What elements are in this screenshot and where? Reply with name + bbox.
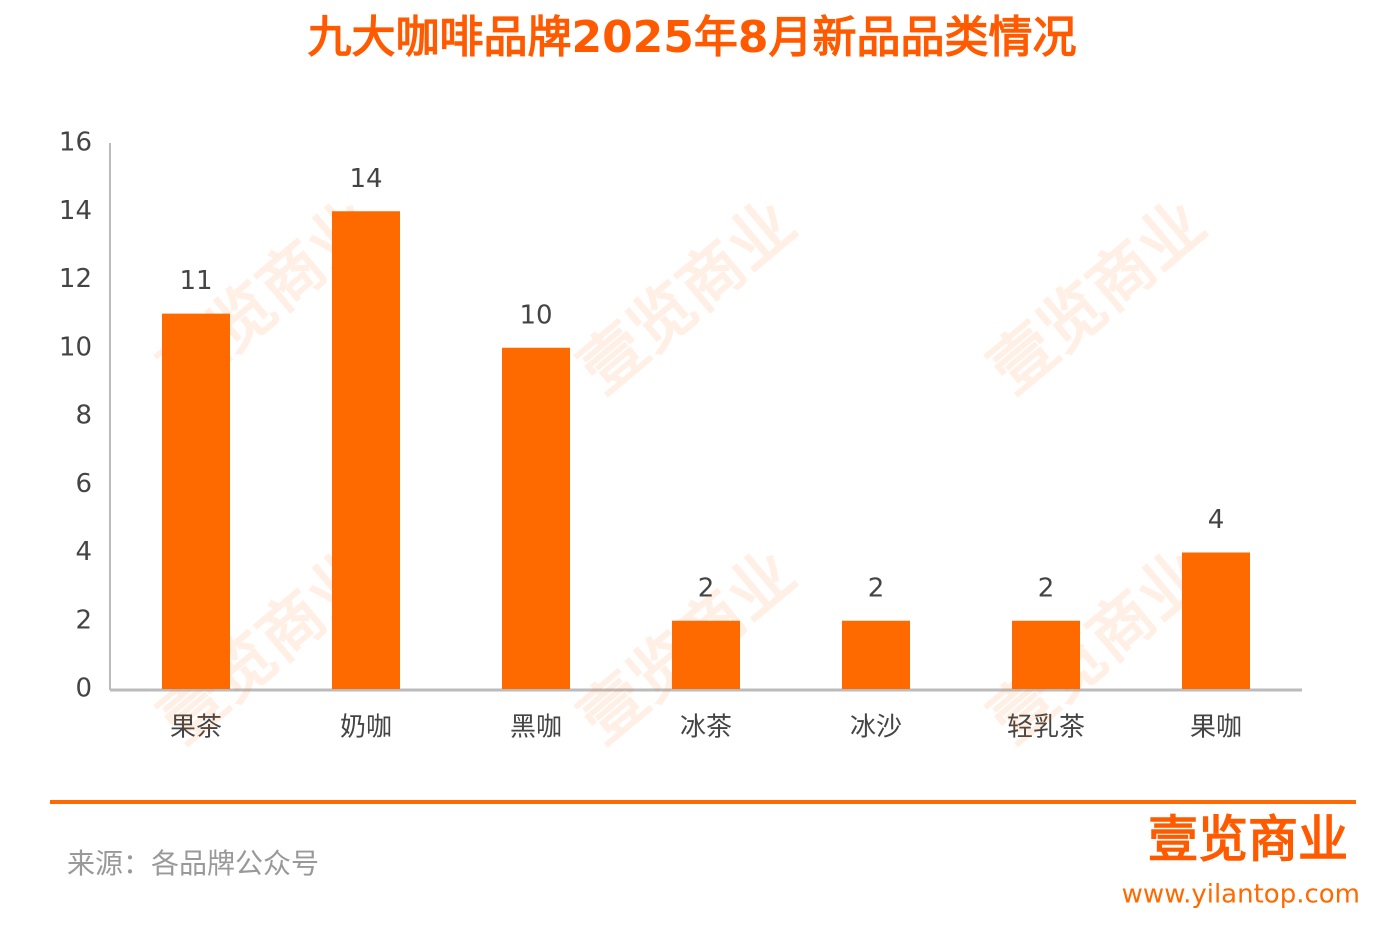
bar — [162, 313, 230, 689]
x-tick-label: 果茶 — [170, 713, 222, 743]
data-label: 2 — [698, 573, 715, 603]
bar — [1182, 552, 1250, 689]
y-tick-label: 6 — [75, 469, 92, 499]
data-label: 2 — [1038, 573, 1055, 603]
y-tick-label: 12 — [59, 264, 92, 294]
watermark: 壹览商业 — [566, 187, 810, 408]
url: www.yilantop.com — [1122, 880, 1360, 910]
y-tick-label: 4 — [75, 537, 92, 567]
y-tick-label: 2 — [75, 605, 92, 635]
x-tick-label: 冰茶 — [680, 713, 732, 743]
x-tick-label: 奶咖 — [340, 713, 392, 743]
bar — [672, 620, 740, 689]
bar — [1012, 620, 1080, 689]
x-tick-label: 冰沙 — [850, 713, 902, 743]
x-tick-label: 果咖 — [1190, 713, 1242, 743]
data-label: 4 — [1208, 505, 1225, 535]
y-tick-label: 16 — [59, 128, 92, 158]
data-label: 11 — [179, 266, 212, 296]
y-tick-label: 0 — [75, 674, 92, 704]
watermark: 壹览商业 — [976, 187, 1220, 408]
y-tick-label: 14 — [59, 196, 92, 226]
x-tick-label: 黑咖 — [510, 713, 562, 743]
x-tick-label: 轻乳茶 — [1007, 713, 1085, 743]
chart-title: 九大咖啡品牌2025年8月新品品类情况 — [307, 12, 1076, 63]
data-label: 14 — [349, 164, 382, 194]
bar — [502, 347, 570, 689]
logo: 壹览商业 — [1148, 811, 1348, 869]
bar — [332, 211, 400, 689]
y-tick-label: 8 — [75, 401, 92, 431]
source: 来源：各品牌公众号 — [67, 847, 319, 880]
y-tick-label: 10 — [59, 332, 92, 362]
bar — [842, 620, 910, 689]
data-label: 2 — [868, 573, 885, 603]
data-label: 10 — [519, 300, 552, 330]
